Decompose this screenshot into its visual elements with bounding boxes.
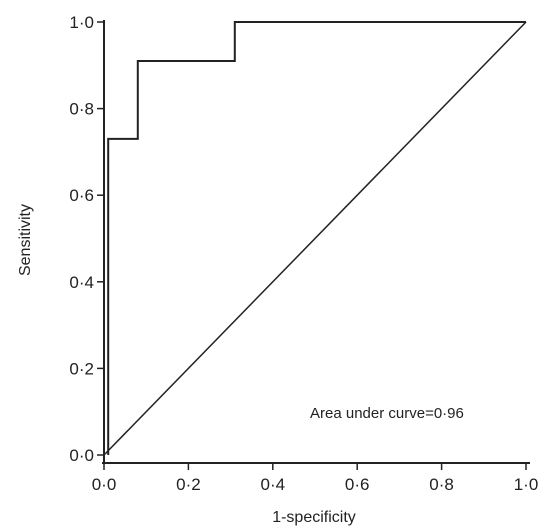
y-axis-ticks: 0·0 0·2 0·4 0·6 0·8 1·0 [69, 13, 104, 465]
x-axis-ticks: 0·0 0·2 0·4 0·6 0·8 1·0 [92, 463, 539, 494]
x-tick-label: 1·0 [514, 475, 539, 494]
y-tick-label: 0·0 [69, 446, 94, 465]
x-tick-label: 0·6 [345, 475, 370, 494]
reference-diagonal-line [103, 21, 527, 456]
y-tick-label: 1·0 [69, 13, 94, 32]
roc-curve-line [107, 21, 526, 455]
y-tick-label: 0·2 [69, 359, 94, 378]
x-tick-label: 0·8 [429, 475, 454, 494]
x-tick-label: 0·4 [261, 475, 286, 494]
y-tick-label: 0·8 [69, 100, 94, 119]
y-axis-title: Sensitivity [17, 204, 34, 276]
y-tick-label: 0·6 [69, 186, 94, 205]
y-tick-label: 0·4 [69, 273, 94, 292]
auc-annotation: Area under curve=0·96 [310, 405, 464, 422]
x-tick-label: 0·2 [176, 475, 201, 494]
x-tick-label: 0·0 [92, 475, 117, 494]
x-axis-title: 1-specificity [272, 509, 356, 526]
